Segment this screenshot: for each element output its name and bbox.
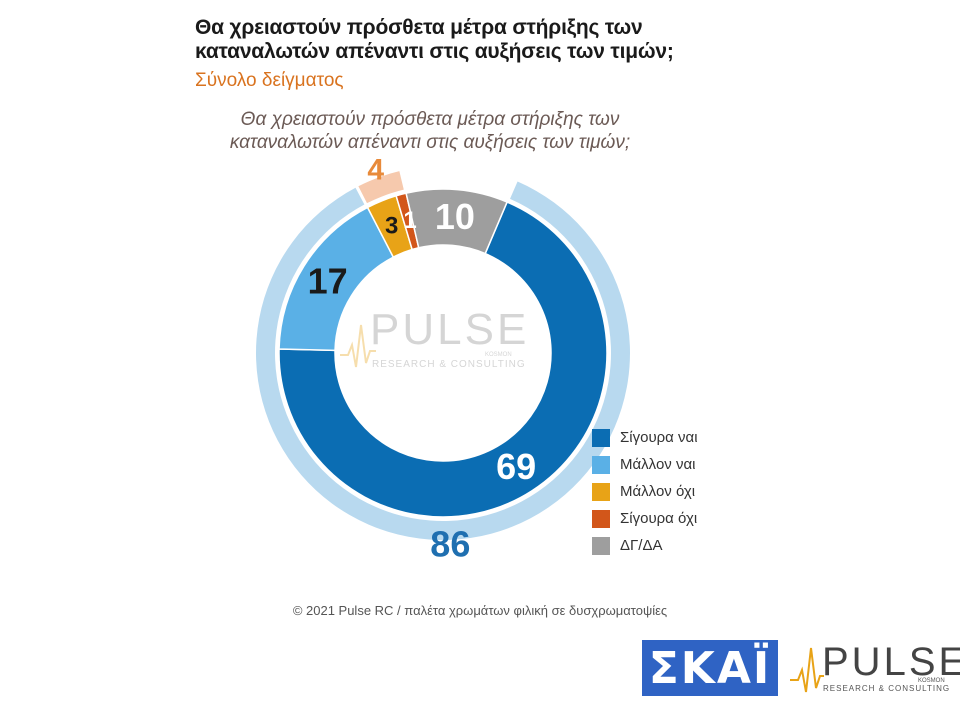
slice-label: 1 [403,207,416,234]
legend-label: Σίγουρα όχι [620,510,698,527]
copyright-footer: © 2021 Pulse RC / παλέτα χρωμάτων φιλική… [292,603,668,618]
slice-label: 10 [435,196,475,237]
chart-subtitle: Σύνολο δείγματος [195,70,344,91]
legend-item: Μάλλον ναι [592,452,698,477]
pulse-wave-icon [790,647,824,693]
slice-label: 17 [308,260,348,301]
chart-title: Θα χρειαστούν πρόσθετα μέτρα στήριξης τω… [195,16,674,63]
chart-legend: Σίγουρα ναι Μάλλον ναι Μάλλον όχι Σίγουρ… [592,425,698,560]
watermark-sub: RESEARCH & CONSULTING [372,359,526,370]
outer-ring-segment [358,171,404,204]
outer-ring-label: 4 [367,153,384,186]
legend-label: Σίγουρα ναι [620,429,698,446]
legend-label: Μάλλον όχι [620,483,696,500]
watermark-tag: KOSMON [485,352,512,358]
legend-label: Μάλλον ναι [620,456,696,473]
legend-item: Σίγουρα ναι [592,425,698,450]
legend-swatch [592,482,610,501]
pulse-logo-tag: KOSMON [918,678,945,684]
watermark-word: PULSE [370,305,530,354]
legend-swatch [592,509,610,528]
legend-label: ΔΓ/ΔΑ [620,537,663,554]
outer-ring-label: 86 [430,523,470,564]
donut-slice [405,188,509,255]
legend-swatch [592,428,610,447]
slice-label: 3 [385,212,398,239]
pulse-wave-icon [340,324,376,368]
legend-swatch [592,536,610,555]
legend-item: ΔΓ/ΔΑ [592,533,698,558]
pulse-logo-sub: RESEARCH & CONSULTING [823,684,951,693]
donut-slice [278,201,608,518]
legend-swatch [592,455,610,474]
legend-item: Σίγουρα όχι [592,506,698,531]
slice-label: 69 [496,446,536,487]
legend-item: Μάλλον όχι [592,479,698,504]
chart-question: Θα χρειαστούν πρόσθετα μέτρα στήριξης τω… [229,109,631,153]
pulse-logo-word: PULSE [822,640,960,684]
skai-logo: ΣΚΑΪ [642,640,778,696]
